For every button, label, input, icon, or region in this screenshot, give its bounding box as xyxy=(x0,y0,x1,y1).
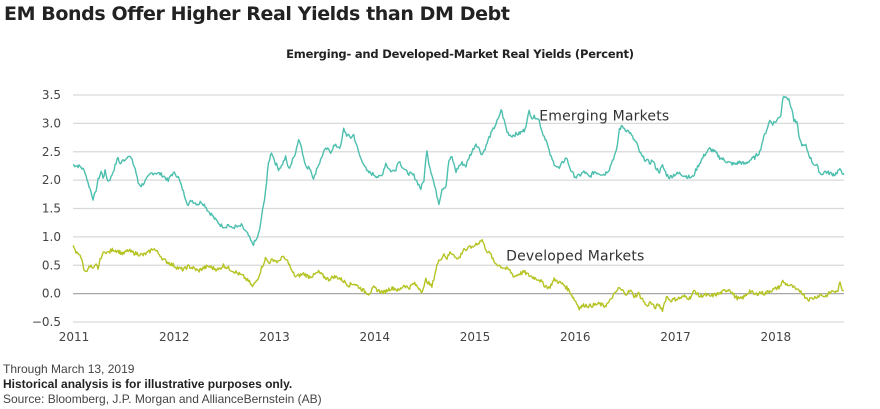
chart-title: Emerging- and Developed-Market Real Yiel… xyxy=(286,47,634,61)
y-tick-label: 0.0 xyxy=(42,287,61,301)
series-labels: Emerging Markets Developed Markets xyxy=(506,109,669,265)
y-tick-label: −0.5 xyxy=(32,315,61,329)
source-note: Source: Bloomberg, J.P. Morgan and Allia… xyxy=(3,392,322,406)
x-tick-label: 2018 xyxy=(761,330,792,344)
x-axis: 2011 2012 2013 2014 2015 2016 2017 2018 xyxy=(59,330,791,344)
y-tick-label: 2.5 xyxy=(42,145,61,159)
y-tick-label: 2.0 xyxy=(42,173,61,187)
x-tick-label: 2017 xyxy=(660,330,691,344)
x-tick-label: 2016 xyxy=(560,330,591,344)
series-line-developed-markets xyxy=(72,238,845,313)
page-title: EM Bonds Offer Higher Real Yields than D… xyxy=(4,3,510,25)
footer: Through March 13, 2019 Historical analys… xyxy=(3,362,322,407)
date-note: Through March 13, 2019 xyxy=(3,362,135,376)
y-tick-label: 3.5 xyxy=(42,88,61,102)
series-label-emerging-markets: Emerging Markets xyxy=(539,109,669,125)
y-tick-label: 3.0 xyxy=(42,116,61,130)
y-axis: 3.5 3.0 2.5 2.0 1.5 1.0 0.5 0.0 −0.5 xyxy=(32,88,61,329)
y-tick-label: 1.0 xyxy=(42,230,61,244)
disclaimer: Historical analysis is for illustrative … xyxy=(3,377,293,391)
x-tick-label: 2014 xyxy=(360,330,391,344)
x-tick-label: 2013 xyxy=(259,330,290,344)
y-tick-label: 1.5 xyxy=(42,202,61,216)
series-label-developed-markets: Developed Markets xyxy=(506,249,644,265)
x-tick-label: 2012 xyxy=(159,330,190,344)
series-group xyxy=(72,95,845,313)
y-tick-label: 0.5 xyxy=(42,258,61,272)
gridlines xyxy=(73,94,844,323)
series-line-emerging-markets xyxy=(73,95,845,247)
x-tick-label: 2015 xyxy=(460,330,491,344)
x-tick-label: 2011 xyxy=(59,330,90,344)
